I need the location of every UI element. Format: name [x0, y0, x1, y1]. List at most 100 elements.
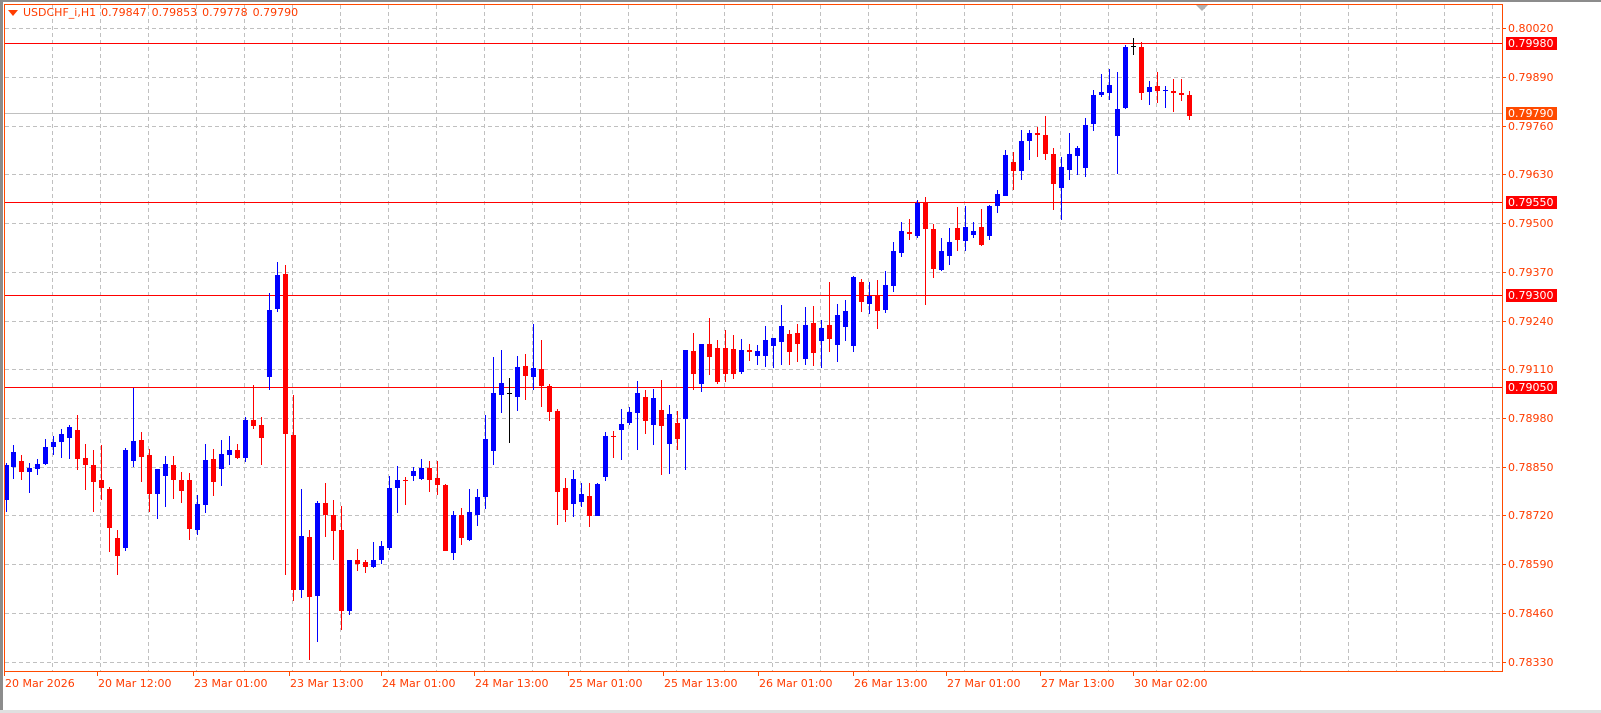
bearish-candle	[259, 417, 264, 465]
bullish-candle	[819, 320, 824, 368]
window-left-border	[0, 0, 3, 713]
doji-candle	[1131, 38, 1136, 55]
bullish-candle	[155, 469, 160, 519]
bearish-candle	[179, 472, 184, 503]
price-tick-label: 0.78720	[1508, 509, 1554, 522]
bullish-candle	[163, 456, 168, 507]
bullish-candle	[963, 206, 968, 251]
price-tick-label: 0.79240	[1508, 315, 1554, 328]
bearish-candle	[539, 340, 544, 407]
bearish-candle	[587, 483, 592, 527]
bullish-candle	[315, 501, 320, 642]
bearish-candle	[1139, 42, 1144, 100]
time-tick-label: 20 Mar 12:00	[98, 677, 172, 690]
time-tick-label: 27 Mar 01:00	[947, 677, 1021, 690]
bearish-candle	[1011, 152, 1016, 190]
bullish-candle	[195, 495, 200, 535]
bullish-candle	[35, 459, 40, 475]
bearish-candle	[1035, 127, 1040, 157]
bullish-candle	[379, 541, 384, 564]
bearish-candle	[107, 487, 112, 552]
bearish-candle	[363, 560, 368, 573]
bearish-candle	[147, 449, 152, 512]
bearish-candle	[435, 461, 440, 495]
price-tick-label: 0.79630	[1508, 168, 1554, 181]
bullish-candle	[243, 417, 248, 462]
bullish-candle	[883, 271, 888, 313]
bullish-candle	[299, 489, 304, 598]
price-tick-label: 0.78850	[1508, 461, 1554, 474]
bullish-candle	[619, 409, 624, 460]
chart-plot-border	[4, 4, 1503, 672]
bullish-candle	[579, 483, 584, 507]
bearish-candle	[747, 344, 752, 361]
bullish-candle	[347, 560, 352, 615]
bullish-candle	[451, 511, 456, 560]
time-tick-label: 20 Mar 2026	[5, 677, 75, 690]
bullish-candle	[739, 339, 744, 374]
bearish-candle	[403, 477, 408, 505]
level-price-badge: 0.79550	[1506, 196, 1557, 209]
price-tick-label: 0.79890	[1508, 71, 1554, 84]
level-price-badge: 0.79050	[1506, 381, 1557, 394]
bullish-candle	[411, 467, 416, 481]
price-tick-label: 0.78460	[1508, 607, 1554, 620]
bearish-candle	[19, 455, 24, 480]
bearish-candle	[731, 335, 736, 379]
bar-close: 0.79790	[252, 6, 299, 19]
bearish-candle	[1187, 91, 1192, 120]
bullish-candle	[1019, 130, 1024, 180]
time-tick-label: 26 Mar 13:00	[854, 677, 928, 690]
horizontal-levels[interactable]	[5, 43, 1502, 388]
bullish-candle	[1147, 81, 1152, 105]
bullish-candle	[67, 425, 72, 459]
bullish-candle	[43, 439, 48, 465]
bullish-candle	[995, 190, 1000, 213]
bullish-candle	[1067, 133, 1072, 180]
bullish-candle	[947, 228, 952, 265]
bullish-candle	[971, 222, 976, 238]
bearish-candle	[787, 330, 792, 365]
bar-high: 0.79853	[151, 6, 198, 19]
price-tick-label: 0.79500	[1508, 217, 1554, 230]
bullish-candle	[939, 238, 944, 271]
price-tick-label: 0.79370	[1508, 266, 1554, 279]
bullish-candle	[219, 440, 224, 486]
collapse-triangle-icon[interactable]	[8, 9, 18, 16]
bullish-candle	[51, 436, 56, 455]
bearish-candle	[427, 461, 432, 492]
bullish-candle	[771, 338, 776, 368]
bullish-candle	[11, 445, 16, 479]
bearish-candle	[563, 478, 568, 522]
bullish-candle	[491, 357, 496, 465]
bullish-candle	[1003, 150, 1008, 196]
bearish-candle	[675, 411, 680, 450]
chart-shift-marker-icon[interactable]	[1196, 5, 1208, 11]
bearish-candle	[307, 530, 312, 660]
bearish-candle	[691, 333, 696, 390]
window-bottom-border	[0, 710, 1601, 713]
bearish-candle	[707, 318, 712, 375]
bearish-candle	[187, 473, 192, 540]
symbol-timeframe: USDCHF_i,H1	[23, 6, 97, 19]
bullish-candle	[203, 444, 208, 513]
bearish-candle	[979, 209, 984, 246]
chart-grid	[4, 5, 1506, 676]
bearish-candle	[1051, 148, 1056, 210]
bullish-candle	[651, 389, 656, 445]
bullish-candle	[531, 324, 536, 390]
bullish-candle	[467, 489, 472, 541]
bearish-candle	[659, 380, 664, 475]
bullish-candle	[915, 200, 920, 238]
bearish-candle	[91, 450, 96, 512]
bar-open: 0.79847	[101, 6, 147, 19]
bearish-candle	[1171, 79, 1176, 112]
bullish-candle	[4, 463, 9, 512]
bearish-candle	[251, 385, 256, 429]
current-price-badge: 0.79790	[1506, 107, 1557, 120]
bullish-candle	[755, 345, 760, 365]
bearish-candle	[459, 508, 464, 545]
bullish-candle	[1083, 118, 1088, 177]
bullish-candle	[851, 276, 856, 352]
